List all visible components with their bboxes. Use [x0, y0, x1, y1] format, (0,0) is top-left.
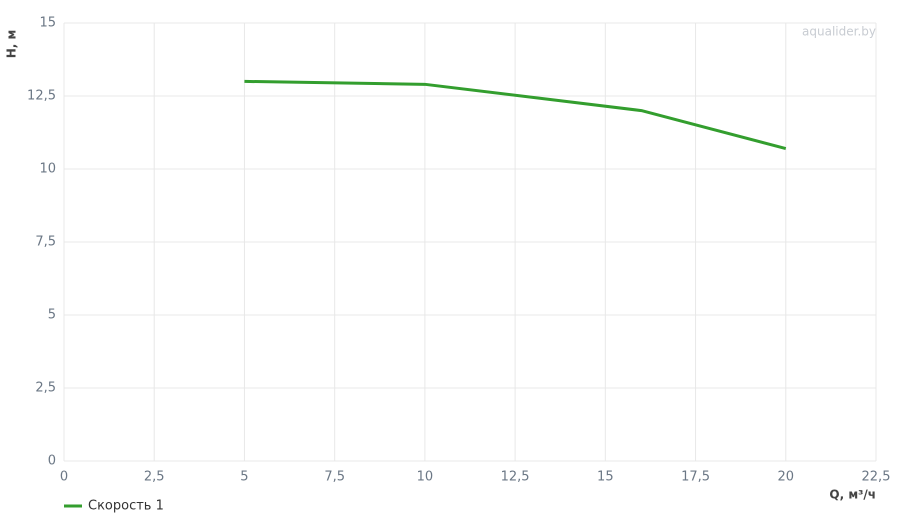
y-tick-label: 7,5 — [35, 235, 56, 250]
x-axis-label: Q, м³/ч — [829, 488, 876, 502]
y-tick-label: 2,5 — [35, 381, 56, 396]
x-tick-label: 12,5 — [501, 470, 530, 485]
x-tick-label: 22,5 — [862, 470, 891, 485]
x-tick-label: 7,5 — [324, 470, 345, 485]
y-tick-label: 10 — [39, 162, 56, 177]
x-tick-label: 5 — [240, 470, 248, 485]
x-tick-label: 10 — [417, 470, 434, 485]
x-tick-label: 17,5 — [681, 470, 710, 485]
legend-label: Скорость 1 — [88, 499, 164, 514]
y-axis-label: H, м — [5, 30, 19, 59]
y-tick-label: 15 — [39, 16, 56, 31]
y-tick-label: 5 — [48, 308, 56, 323]
watermark: aqualider.by — [802, 25, 876, 39]
x-tick-label: 15 — [597, 470, 614, 485]
x-tick-label: 20 — [778, 470, 795, 485]
y-tick-label: 12,5 — [27, 89, 56, 104]
line — [244, 79, 787, 151]
x-tick-label: 2,5 — [144, 470, 165, 485]
x-tick-label: 0 — [60, 470, 68, 485]
y-tick-label: 0 — [48, 454, 56, 469]
